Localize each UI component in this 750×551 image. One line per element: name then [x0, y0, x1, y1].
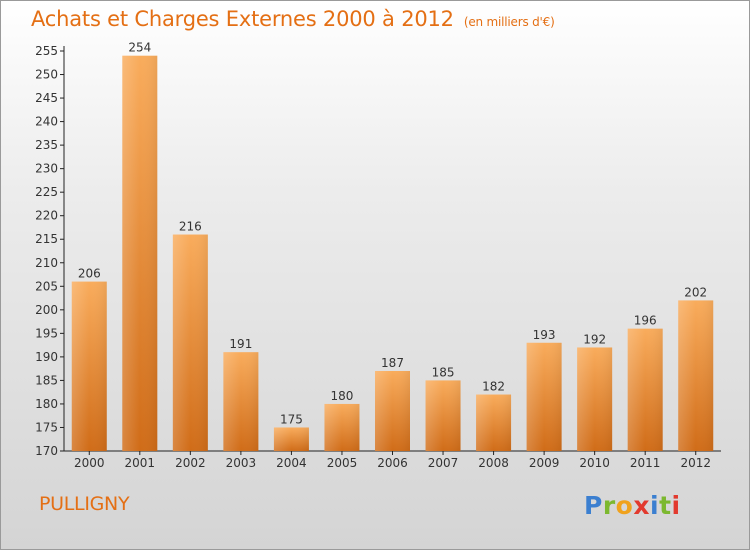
bar-highlight: [577, 347, 613, 451]
x-tick-label: 2009: [529, 456, 560, 470]
bar-highlight: [71, 281, 107, 451]
bar-highlight: [375, 371, 410, 451]
bar-value-label: 196: [634, 314, 657, 328]
bar-value-label: 202: [684, 285, 707, 299]
y-tick-label: 205: [35, 279, 58, 293]
chart-title: Achats et Charges Externes 2000 à 2012 (e…: [31, 7, 555, 31]
logo-letter: i: [671, 491, 681, 520]
proxiti-logo: Proxiti: [584, 491, 681, 520]
bar-value-label: 206: [78, 267, 101, 281]
y-tick-label: 250: [35, 68, 58, 82]
bar-value-label: 254: [128, 41, 151, 55]
x-tick-label: 2000: [74, 456, 105, 470]
title-text: Achats et Charges Externes 2000 à 2012: [31, 7, 454, 31]
bar-value-label: 185: [432, 365, 455, 379]
bar-highlight: [526, 342, 562, 451]
logo-letter: o: [615, 491, 634, 520]
bar-value-label: 182: [482, 380, 505, 394]
bar-highlight: [678, 300, 714, 451]
bar-highlight: [324, 403, 360, 451]
bar-value-label: 175: [280, 412, 303, 426]
x-tick-label: 2007: [428, 456, 459, 470]
unit-label: (en milliers d'€): [463, 15, 555, 29]
logo-letter: i: [650, 491, 660, 520]
y-tick-label: 255: [35, 44, 58, 58]
y-tick-label: 215: [35, 232, 58, 246]
y-tick-label: 200: [35, 303, 58, 317]
x-tick-label: 2003: [226, 456, 257, 470]
x-tick-label: 2012: [680, 456, 711, 470]
bar-value-label: 191: [229, 337, 252, 351]
bar-highlight: [223, 352, 259, 451]
logo-letter: P: [584, 491, 603, 520]
bar-highlight: [476, 394, 512, 451]
y-tick-label: 235: [35, 138, 58, 152]
bar-highlight: [122, 55, 158, 452]
bar-highlight: [172, 234, 208, 451]
bar-highlight: [425, 380, 461, 451]
y-tick-label: 225: [35, 185, 58, 199]
y-tick-label: 245: [35, 91, 58, 105]
bar-value-label: 180: [331, 389, 354, 403]
x-tick-label: 2005: [327, 456, 358, 470]
y-tick-label: 195: [35, 326, 58, 340]
x-tick-label: 2002: [175, 456, 206, 470]
bar-value-label: 187: [381, 356, 404, 370]
bar-value-label: 192: [583, 332, 606, 346]
bar-highlight: [273, 427, 309, 451]
y-tick-label: 240: [35, 115, 58, 129]
logo-letter: r: [602, 491, 616, 520]
y-tick-label: 185: [35, 373, 58, 387]
y-tick-label: 220: [35, 209, 58, 223]
y-tick-label: 175: [35, 420, 58, 434]
y-tick-label: 180: [35, 397, 58, 411]
x-tick-label: 2011: [630, 456, 661, 470]
logo-letter: t: [659, 491, 672, 520]
commune-name: PULLIGNY: [39, 493, 130, 515]
y-tick-label: 230: [35, 162, 58, 176]
y-tick-label: 170: [35, 444, 58, 458]
y-tick-label: 190: [35, 350, 58, 364]
x-tick-label: 2008: [478, 456, 509, 470]
x-tick-label: 2006: [377, 456, 408, 470]
bar-value-label: 193: [533, 328, 556, 342]
x-tick-label: 2004: [276, 456, 307, 470]
x-tick-label: 2010: [579, 456, 610, 470]
bar-value-label: 216: [179, 220, 202, 234]
logo-letter: x: [633, 491, 650, 520]
y-tick-label: 210: [35, 256, 58, 270]
x-tick-label: 2001: [125, 456, 156, 470]
bar-highlight: [627, 328, 663, 451]
